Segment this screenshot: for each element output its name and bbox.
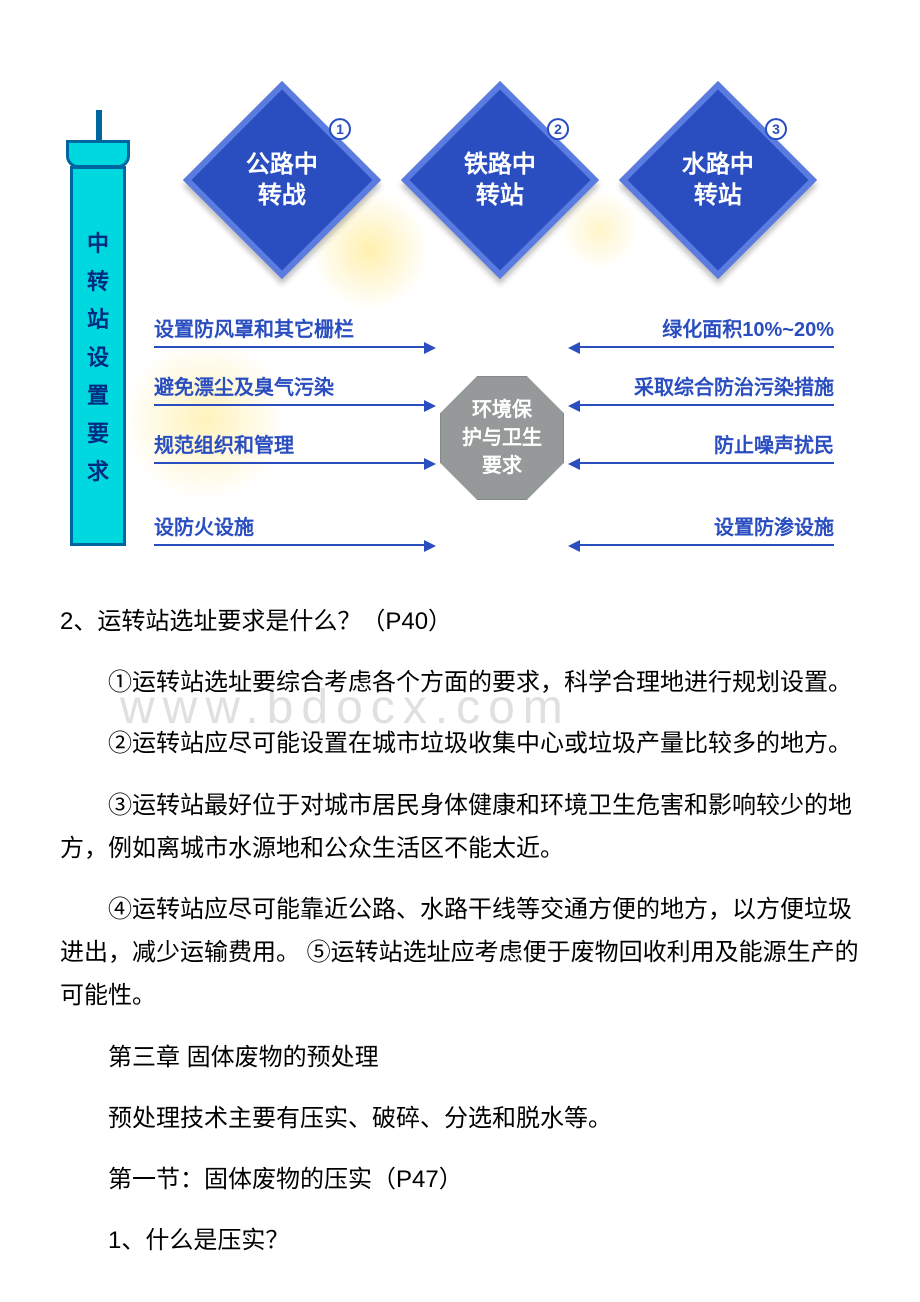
requirement-left: 规范组织和管理 bbox=[154, 428, 424, 464]
answer-item-4-5: ④运转站应尽可能靠近公路、水路干线等交通方便的地方，以方便垃圾进出，减少运输费用… bbox=[60, 888, 860, 1018]
arrow-icon bbox=[568, 400, 580, 412]
sidebar-char: 中 bbox=[87, 226, 109, 258]
arrow-icon bbox=[568, 458, 580, 470]
diamond-label: 铁路中转站 bbox=[464, 149, 536, 211]
arrow-icon bbox=[424, 458, 436, 470]
answer-item-2: ②运转站应尽可能设置在城市垃圾收集中心或垃圾产量比较多的地方。 bbox=[60, 722, 860, 765]
requirement-right: 绿化面积10%~20% bbox=[580, 312, 834, 348]
answer-item-3: ③运转站最好位于对城市居民身体健康和环境卫生危害和影响较少的地方，例如离城市水源… bbox=[60, 784, 860, 870]
document-text: 2、运转站选址要求是什么？（P40） ①运转站选址要综合考虑各个方面的要求，科学… bbox=[60, 600, 860, 1262]
arrow-icon bbox=[568, 342, 580, 354]
sidebar-char: 置 bbox=[87, 378, 109, 410]
center-octagon: 环境保护与卫生要求 bbox=[440, 376, 564, 500]
requirement-right: 设置防渗设施 bbox=[580, 510, 834, 546]
sidebar-char: 要 bbox=[87, 416, 109, 448]
sidebar-rod bbox=[96, 110, 102, 144]
transfer-station-diagram: 中转站设置要求 1 公路中转战 2 铁路中转站 3 水路中转站 环境保护与卫生要… bbox=[70, 80, 850, 560]
sidebar-cap bbox=[66, 140, 130, 168]
sidebar-char: 转 bbox=[87, 264, 109, 296]
arrow-icon bbox=[568, 540, 580, 552]
arrow-icon bbox=[424, 342, 436, 354]
decor-splotch bbox=[130, 330, 280, 510]
requirement-right: 采取综合防治污染措施 bbox=[580, 370, 834, 406]
arrow-icon bbox=[424, 400, 436, 412]
requirement-left: 设防火设施 bbox=[154, 510, 424, 546]
diamond-label: 水路中转站 bbox=[682, 149, 754, 211]
diamond-label: 公路中转战 bbox=[246, 149, 318, 211]
sidebar-char: 求 bbox=[87, 454, 109, 486]
answer-item-1: ①运转站选址要综合考虑各个方面的要求，科学合理地进行规划设置。 bbox=[60, 661, 860, 704]
question-2-heading: 2、运转站选址要求是什么？（P40） bbox=[60, 600, 860, 643]
diamond-badge: 2 bbox=[547, 118, 569, 140]
diamond-badge: 3 bbox=[765, 118, 787, 140]
diamond-water-station: 3 水路中转站 bbox=[619, 81, 817, 279]
chapter-3-intro: 预处理技术主要有压实、破碎、分选和脱水等。 bbox=[60, 1097, 860, 1140]
section-1-title: 第一节：固体废物的压实（P47） bbox=[60, 1158, 860, 1201]
diamond-badge: 1 bbox=[329, 118, 351, 140]
requirement-left: 设置防风罩和其它栅栏 bbox=[154, 312, 424, 348]
sidebar-char: 站 bbox=[87, 302, 109, 334]
sidebar-char: 设 bbox=[87, 340, 109, 372]
question-1: 1、什么是压实？ bbox=[60, 1219, 860, 1262]
chapter-3-title: 第三章 固体废物的预处理 bbox=[60, 1036, 860, 1079]
requirement-left: 避免漂尘及臭气污染 bbox=[154, 370, 424, 406]
requirement-right: 防止噪声扰民 bbox=[580, 428, 834, 464]
arrow-icon bbox=[424, 540, 436, 552]
sidebar-vertical-title: 中转站设置要求 bbox=[70, 166, 126, 546]
